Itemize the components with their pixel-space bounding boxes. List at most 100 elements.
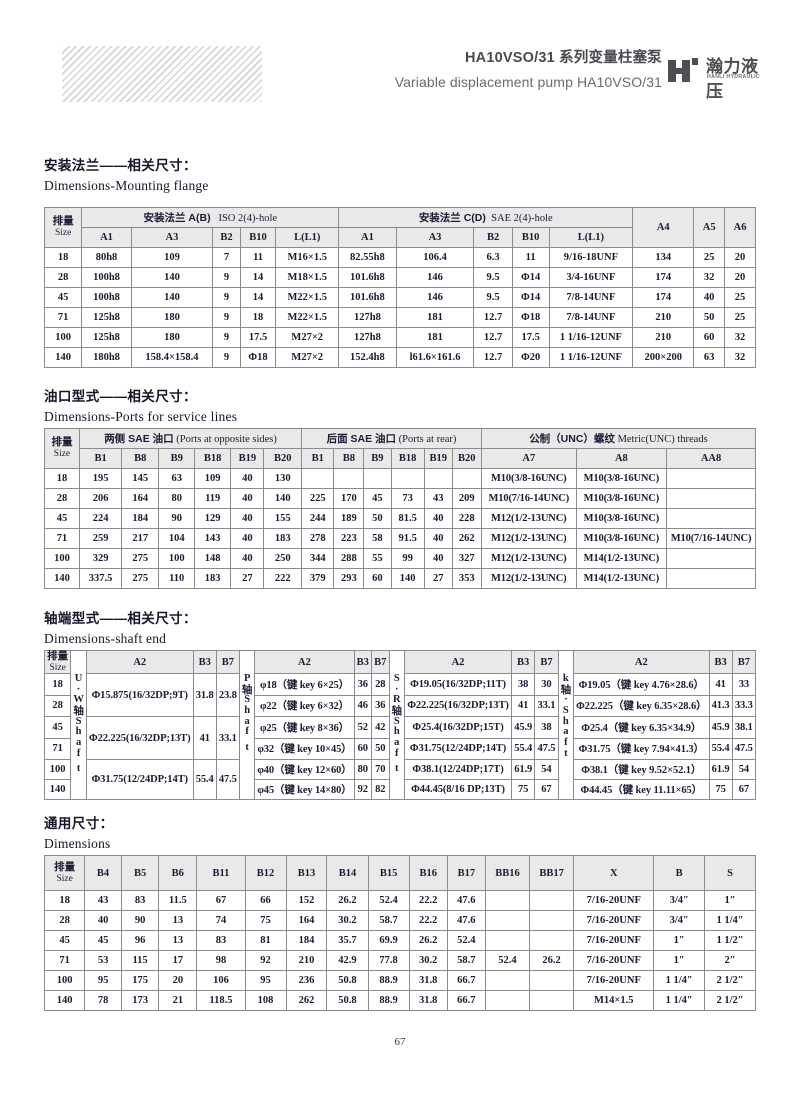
cell-b3: 75 (511, 779, 536, 800)
table-cell: 20 (724, 247, 756, 268)
table-cell: 45 (363, 488, 392, 509)
table-4-head: 排量 Size B4 B5 B6 B11 B12 B13 B14 B15 B16… (43, 855, 756, 891)
table-cell: 1 1/4″ (653, 970, 706, 991)
table-cell: 66 (244, 890, 287, 911)
table-cell: 275 (121, 568, 160, 589)
table-cell: M10(3/8-16UNC) (575, 488, 668, 509)
th-a2-uw: A2 (85, 649, 194, 675)
cell-size: 140 (43, 779, 72, 800)
cell-size: 45 (43, 287, 83, 308)
th-col-b4: B4 (84, 855, 122, 891)
table-cell: 32 (724, 327, 756, 348)
cell-a2: Φ19.05（键 key 4.76×28.6） (573, 673, 710, 696)
table-3-body: 18 U · Φ15.875(16/32DP;9T) 31.8 23.8 P 轴 φ18（键 k… (43, 673, 757, 800)
th-size-2: 排量 Size (44, 428, 80, 469)
cell-size: 45 (44, 508, 80, 529)
table-cell: 58 (363, 528, 392, 549)
table-cell: 148 (194, 548, 232, 569)
table-cell: 9 (212, 347, 241, 368)
cell-a2: Φ38.1(12/24DP;17T) (403, 759, 513, 780)
table-cell (484, 990, 531, 1011)
table-row: 18 43 83 11.5 67 66 152 26.2 52.4 22.2 47.6 7/16-20… (43, 890, 756, 911)
table-cell: Φ14 (511, 287, 550, 308)
table-mounting-flange: 排量 Size 安装法兰 A(B) ISO 2(4)-hole 安装法兰 C(D… (43, 207, 756, 368)
table-cell: 106.4 (395, 247, 475, 268)
table-cell: 13 (158, 910, 198, 931)
table-cell: 73 (390, 488, 425, 509)
cell-b3: 38 (511, 673, 536, 696)
table-cell: 40 (84, 910, 122, 931)
th-group-metric-threads: 公制（UNC）螺纹 Metric(UNC) threads (480, 428, 757, 449)
table-cell: 152.4h8 (338, 347, 397, 368)
cell-b7: 47.5 (731, 737, 757, 761)
table-cell (666, 468, 756, 489)
cell-size: 71 (43, 737, 72, 761)
table-cell: 127h8 (338, 307, 397, 328)
table-cell: M27×2 (275, 327, 340, 348)
table-cell (529, 990, 575, 1011)
table-row: 45 100h8 140 9 14 M22×1.5 101.6h8 146 9.5 Φ14 7/8-… (43, 287, 756, 308)
shaft-type-label: · S (557, 695, 575, 717)
table-cell: 140 (263, 488, 303, 509)
cell-b3: 75 (708, 779, 733, 800)
cell-b7: 33 (731, 673, 757, 696)
table-cell: 58.7 (367, 910, 410, 931)
table-row: 28 206 164 80 119 40 140 225 170 45 73 43 209 M10(7/1… (44, 488, 756, 509)
cell-size: 140 (44, 568, 80, 589)
table-cell: 174 (632, 267, 695, 288)
th-col-a7: A7 (480, 448, 577, 469)
table-row: 28 100h8 140 9 14 M18×1.5 101.6h8 146 9.5 Φ14 3/4-… (43, 267, 756, 288)
table-cell (529, 910, 575, 931)
table-cell: 12.7 (473, 307, 513, 328)
th-col-aa8: AA8 (666, 448, 756, 469)
cell-size: 100 (44, 548, 80, 569)
logo-text-cn: 瀚力液压 (706, 57, 759, 101)
table-cell: M10(7/16-14UNC) (666, 528, 756, 549)
table-cell: 7 (212, 247, 241, 268)
cell-size: 28 (43, 694, 72, 718)
th-col-b19-r: B19 (423, 448, 453, 469)
section-heading-mounting-flange: 安装法兰——相关尺寸： Dimensions-Mounting flange (44, 154, 209, 194)
table-cell: 189 (333, 508, 365, 529)
th-group-opposite-sides: 两侧 SAE 油口 (Ports at opposite sides) (78, 428, 303, 449)
table-cell: 66.7 (446, 970, 486, 991)
table-cell: 60 (363, 568, 392, 589)
table-cell: 200×200 (632, 347, 695, 368)
table-2-group-row: 排量 Size 两侧 SAE 油口 (Ports at opposite sid… (44, 428, 757, 469)
table-cell: 20 (158, 970, 198, 991)
th-col-b14: B14 (326, 855, 369, 891)
table-cell: 3/4″ (653, 910, 706, 931)
table-cell: M10(3/8-16UNC) (575, 528, 668, 549)
table-cell: M18×1.5 (275, 267, 340, 288)
table-row: 45 224 184 90 129 40 155 244 189 50 81.5 40 228 M12(1… (44, 508, 756, 529)
th-col-b12: B12 (244, 855, 287, 891)
table-cell: 9/16-18UNF (548, 247, 634, 268)
table-cell: 278 (301, 528, 335, 549)
cell-b7: 33.1 (534, 694, 559, 718)
table-cell: 11.5 (158, 890, 198, 911)
cell-size: 45 (43, 716, 72, 739)
table-cell: 88.9 (367, 990, 410, 1011)
table-row: 28 40 90 13 74 75 164 30.2 58.7 22.2 47.6 7/16-20UN… (43, 910, 756, 931)
table-cell: 63 (158, 468, 196, 489)
table-cell (666, 488, 756, 509)
table-cell: 140 (130, 267, 214, 288)
table-row: 71 53 115 17 98 92 210 42.9 77.8 30.2 58.7 52.4 26.2… (43, 950, 756, 971)
cell-b7: 33.1 (215, 716, 240, 760)
table-cell: 3/4″ (653, 890, 706, 911)
th-col-b2-iso: B2 (212, 227, 241, 248)
table-row: 100 95 175 20 106 95 236 50.8 88.9 31.8 66.7 7/16-2… (43, 970, 756, 991)
table-row: 100 329 275 100 148 40 250 344 288 55 99 40 327 M12(1… (44, 548, 756, 569)
table-cell: M12(1/2-13UNC) (480, 528, 577, 549)
table-cell: 118.5 (196, 990, 246, 1011)
cell-b7: 23.8 (215, 673, 240, 718)
table-cell: M22×1.5 (275, 287, 340, 308)
table-cell: 140 (390, 568, 425, 589)
table-cell: 3/4-16UNF (548, 267, 634, 288)
table-cell: 32 (693, 267, 726, 288)
table-row: 71 259 217 104 143 40 183 278 223 58 91.5 40 262 M12(… (44, 528, 756, 549)
th-col-b19-os: B19 (230, 448, 265, 469)
cell-b7: 33.3 (731, 694, 757, 718)
